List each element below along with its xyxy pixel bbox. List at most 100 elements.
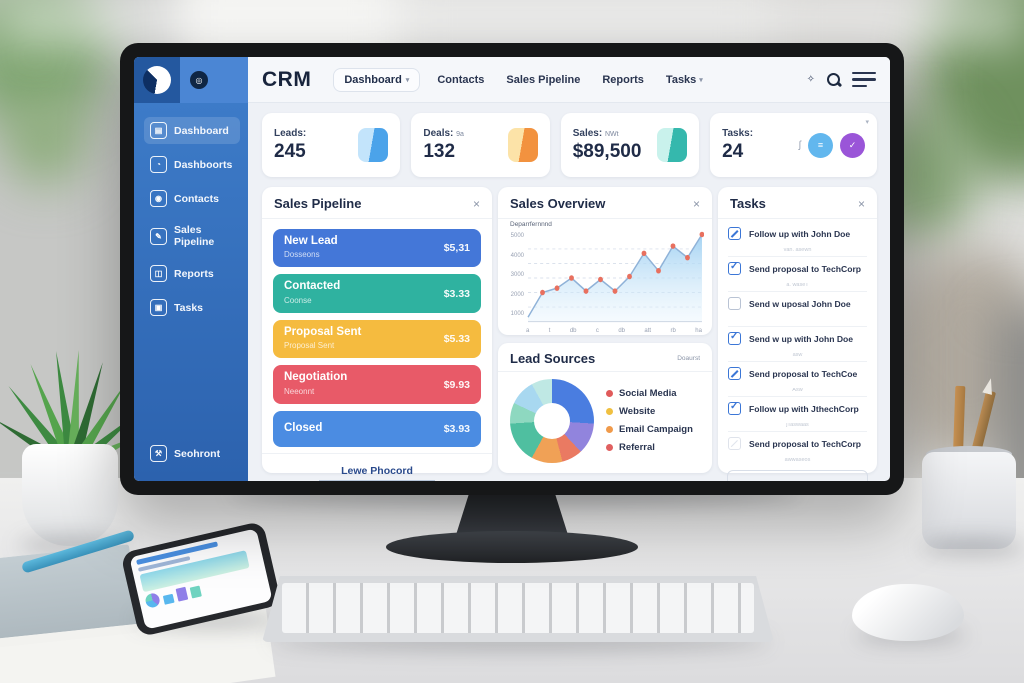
task-row[interactable]: Send proposal to TechCoe Asw xyxy=(728,362,867,397)
stats-row: Leads: 245 Deals: 9a 132 xyxy=(262,113,878,177)
sidebar-item-dashboards[interactable]: ◔ Dashboorts xyxy=(144,151,240,178)
crm-app-window: ◎ ▤ Dashboard ◔ Dashboorts ◉ Contacts xyxy=(134,57,890,481)
task-label: Send proposal to TechCorp xyxy=(749,438,862,449)
stat-value: 24 xyxy=(722,140,744,162)
legend-dot xyxy=(606,390,613,397)
panel-title: Sales Pipeline xyxy=(274,196,362,211)
sidebar-item-tasks[interactable]: ▣ Tasks xyxy=(144,294,240,321)
stage-value: $3.93 xyxy=(443,422,470,435)
menu-icon[interactable] xyxy=(852,71,876,88)
chart-plot-area xyxy=(526,223,704,333)
keyboard xyxy=(262,576,774,642)
task-checkbox[interactable] xyxy=(728,331,741,345)
pipeline-footer-link[interactable]: Lewe Phocord xyxy=(319,465,435,481)
task-checkbox[interactable] xyxy=(728,297,741,310)
pipeline-stage-closed[interactable]: Closed $3.93 xyxy=(273,410,481,447)
legend-item: Referral xyxy=(606,442,693,453)
dashboard-icon: ▤ xyxy=(150,122,167,139)
task-subtext: asw xyxy=(792,353,803,358)
pie-icon: ◔ xyxy=(150,156,167,173)
search-icon[interactable] xyxy=(827,73,843,87)
background-blur xyxy=(0,0,1024,40)
pipeline-stage-contacted[interactable]: Contacted Coonse $3.33 xyxy=(273,274,481,313)
close-icon[interactable]: × xyxy=(472,196,480,211)
nav-label: Sales Pipeline xyxy=(506,73,581,86)
task-checkbox[interactable] xyxy=(728,437,741,450)
close-icon[interactable]: × xyxy=(692,196,700,211)
legend-label: Referral xyxy=(619,442,655,453)
sidebar-item-label: Sales Pipeline xyxy=(174,224,215,248)
task-row[interactable]: Follow up with JthechCorp jTaswaas xyxy=(728,397,867,432)
task-checkbox[interactable] xyxy=(728,227,741,240)
contacts-icon: ◉ xyxy=(150,190,167,207)
sidebar-item-dashboard[interactable]: ▤ Dashboard xyxy=(144,117,240,144)
close-icon[interactable]: × xyxy=(857,196,865,211)
pipeline-icon: ✎ xyxy=(150,227,167,245)
sidebar-item-label: Dashboard xyxy=(174,124,229,137)
sidebar-item-label: Dashboorts xyxy=(174,158,233,171)
phone-mini-donut xyxy=(144,592,161,609)
stat-card-tasks[interactable]: Tasks: 24 ʃ ≡ ✓ ▾ xyxy=(710,113,878,177)
dashboard-content: Leads: 245 Deals: 9a 132 xyxy=(248,103,890,481)
pipeline-stage-new-lead[interactable]: New Lead Dosseons $5,31 xyxy=(273,229,481,268)
stage-value: $3.33 xyxy=(443,287,470,300)
legend-item: Social Media xyxy=(606,388,693,399)
task-label: Follow up with JthechCorp xyxy=(749,403,859,414)
keyboard-keys xyxy=(282,583,754,633)
panel-title: Sales Overview xyxy=(510,196,606,211)
panel-title: Tasks xyxy=(730,196,766,211)
y-axis-labels: 5000 4000 3000 2000 1000 xyxy=(510,233,524,317)
nav-item-sales-pipeline[interactable]: Sales Pipeline xyxy=(501,74,585,86)
stat-value: $89,500 xyxy=(572,140,642,162)
pipeline-stage-proposal-sent[interactable]: Proposal Sent Proposal Sent $5.33 xyxy=(273,319,481,359)
stage-name: Closed xyxy=(284,422,323,435)
plant-blur xyxy=(5,95,85,185)
list-icon[interactable]: ≡ xyxy=(808,132,834,158)
stat-card-sales[interactable]: Sales: NWt $89,500 xyxy=(560,113,700,177)
task-label: Send proposal to TechCorp xyxy=(749,263,862,274)
sparkle-icon: ✧ xyxy=(806,74,815,85)
stage-value: $5.33 xyxy=(443,333,470,346)
sidebar-item-sales-pipeline[interactable]: ✎ Sales Pipeline xyxy=(144,219,240,253)
monitor-stand-base xyxy=(386,531,638,563)
sidebar-item-reports[interactable]: ◫ Reports xyxy=(144,260,240,287)
task-checkbox[interactable] xyxy=(728,401,741,415)
sidebar-item-label: Reports xyxy=(174,267,214,280)
nav-label: Reports xyxy=(602,73,644,86)
check-icon[interactable]: ✓ xyxy=(840,132,866,158)
task-row[interactable]: Follow up with John Doe van. asewn xyxy=(728,222,867,257)
nav-item-tasks[interactable]: Tasks ▾ xyxy=(661,74,708,86)
task-checkbox[interactable] xyxy=(728,261,741,275)
stat-card-deals[interactable]: Deals: 9a 132 xyxy=(411,113,550,177)
phone-mini-bar xyxy=(189,585,202,599)
lead-sources-panel: Lead Sources Doaurst Social Media xyxy=(498,343,712,473)
task-checkbox[interactable] xyxy=(728,367,741,380)
chevron-down-icon: ▾ xyxy=(699,76,703,84)
ring-logo-icon: ◎ xyxy=(190,71,208,89)
sidebar-item-contacts[interactable]: ◉ Contacts xyxy=(144,185,240,212)
legend-dot xyxy=(606,426,613,433)
stat-card-leads[interactable]: Leads: 245 xyxy=(262,113,401,177)
tasks-footer-button[interactable]: Contort xyxy=(727,470,868,481)
task-row[interactable]: Send w up with John Doe asw xyxy=(728,327,867,362)
app-title: CRM xyxy=(262,67,312,91)
task-label: Send w up with John Doe xyxy=(749,333,854,344)
nav-item-contacts[interactable]: Contacts xyxy=(432,74,489,86)
pencil-cup xyxy=(922,452,1016,549)
sidebar-item-settings[interactable]: ⚒ Seohront xyxy=(144,440,226,467)
nav-item-reports[interactable]: Reports xyxy=(597,74,649,86)
phone-mini-bar xyxy=(162,593,175,605)
task-row[interactable]: Send proposal to TechCorp a. waseT xyxy=(728,257,867,292)
task-row[interactable]: Send proposal to TechCorp awwaseos xyxy=(728,432,867,466)
pipeline-stage-negotiation[interactable]: Negotiation Neeonnt $9.93 xyxy=(273,365,481,404)
nav-label: Contacts xyxy=(437,73,485,86)
nav-label: Tasks xyxy=(665,73,697,86)
stat-value: 132 xyxy=(423,140,456,162)
task-row[interactable]: Send w uposal John Doe xyxy=(728,292,867,327)
monitor: ◎ ▤ Dashboard ◔ Dashboorts ◉ Contacts xyxy=(120,43,904,495)
tasks-icon: ▣ xyxy=(150,299,167,316)
sidebar-item-label: Seohront xyxy=(174,447,221,460)
chevron-down-icon[interactable]: ▾ xyxy=(865,119,870,126)
nav-item-dashboard[interactable]: Dashboard ▾ xyxy=(333,67,421,92)
